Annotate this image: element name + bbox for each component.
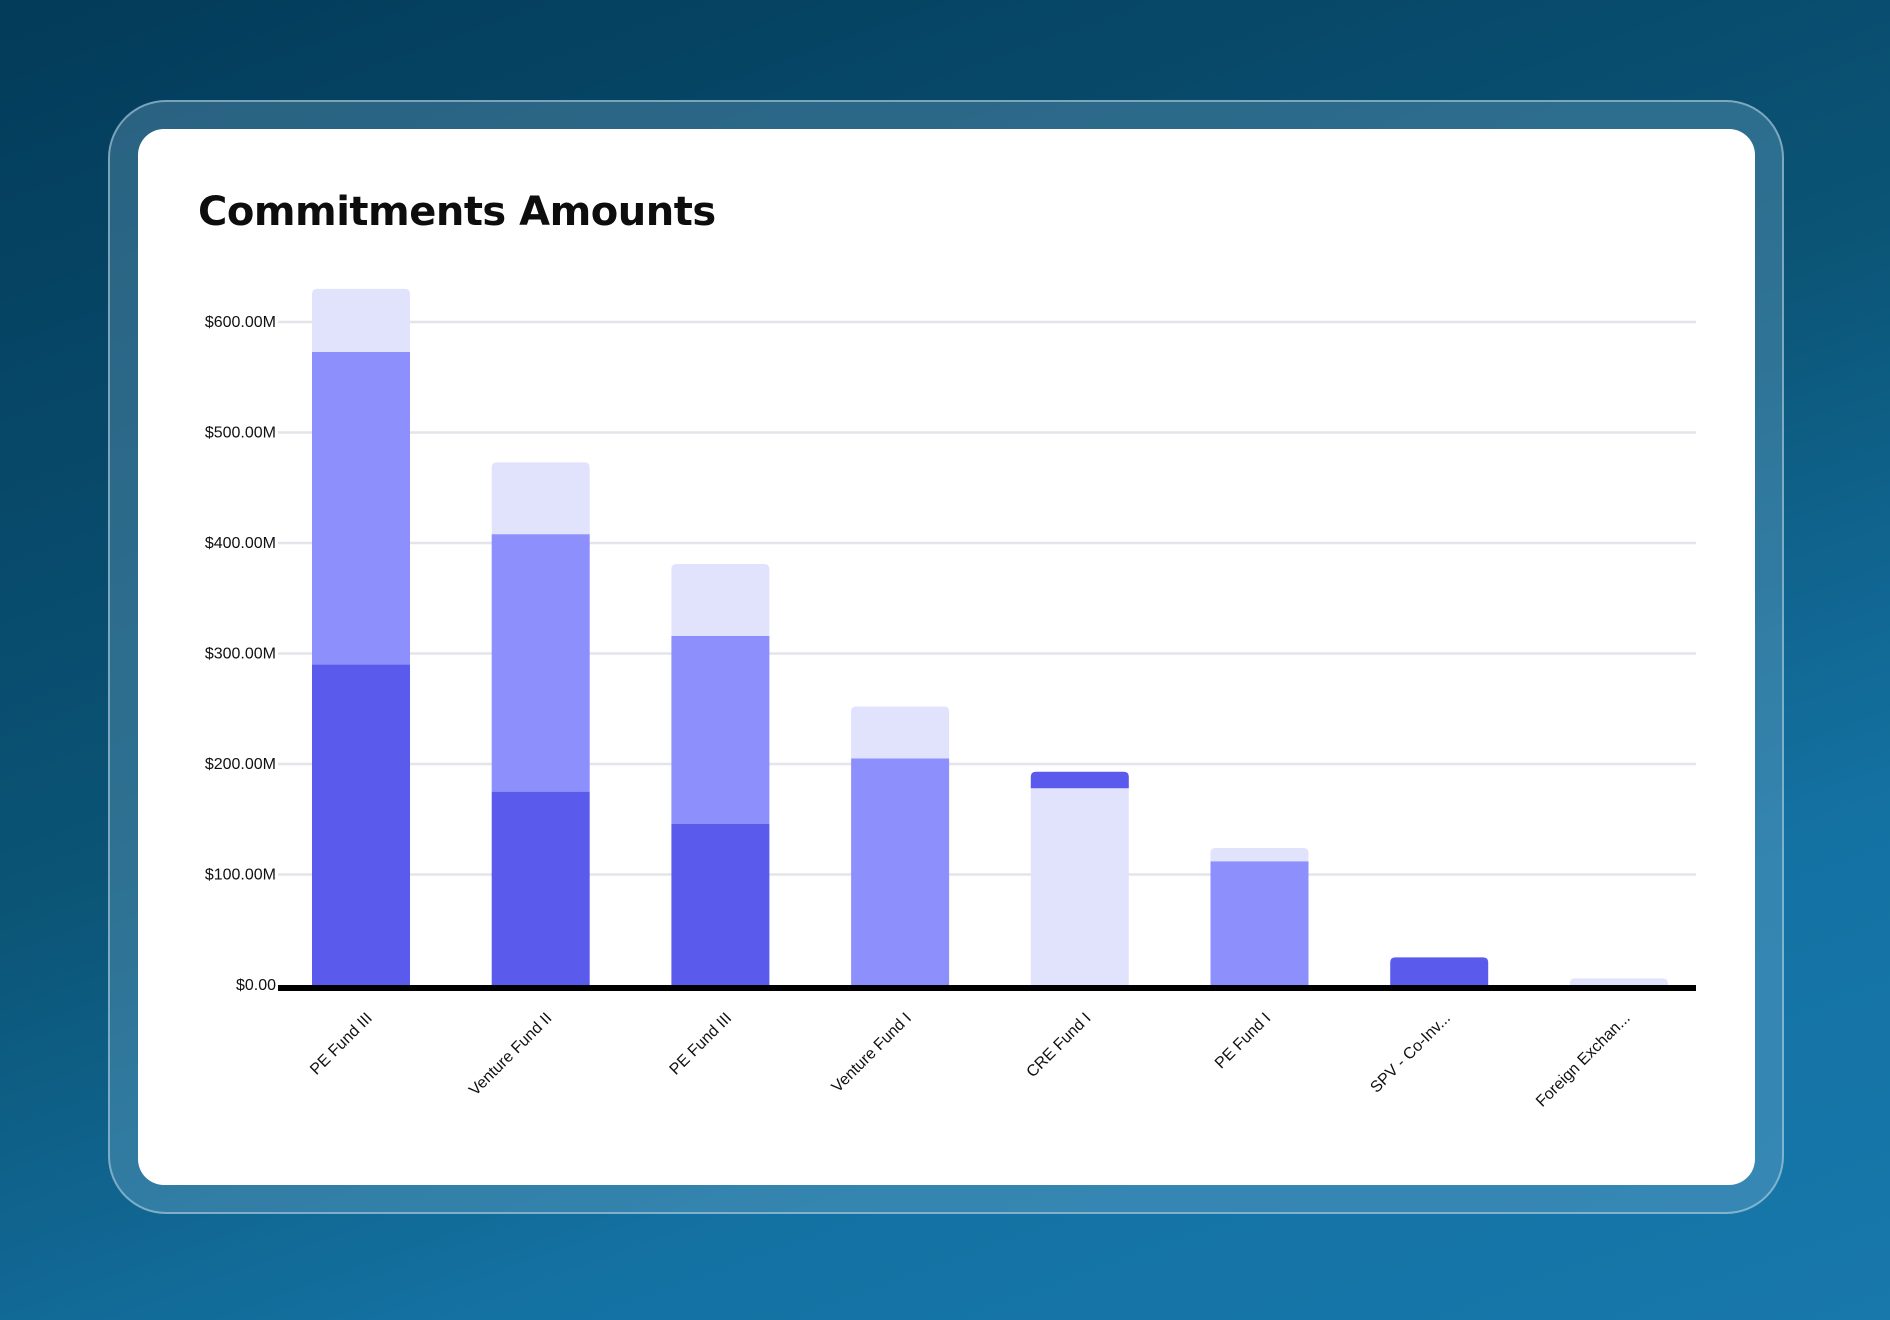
bar-segment bbox=[1210, 847, 1309, 862]
bar-segment bbox=[491, 534, 590, 792]
x-category-label: PE Fund III bbox=[667, 1010, 736, 1079]
bar-stack bbox=[1569, 978, 1668, 985]
bar-segment bbox=[1030, 771, 1129, 789]
x-category-label: Foreign Exchan... bbox=[1533, 1010, 1634, 1111]
bar-segment bbox=[312, 351, 410, 665]
x-category-label: CRE Fund I bbox=[1023, 1010, 1094, 1081]
y-tick-label: $100.00M bbox=[205, 867, 276, 884]
y-tick-label: $400.00M bbox=[205, 535, 276, 552]
grid-lines bbox=[278, 320, 1696, 876]
bar-segment bbox=[312, 288, 410, 352]
bars bbox=[312, 288, 1668, 985]
bar-stack bbox=[1210, 847, 1309, 985]
bar-stack bbox=[671, 563, 770, 985]
bar-stack bbox=[312, 288, 410, 985]
bar-segment bbox=[671, 563, 770, 636]
bar-segment bbox=[491, 462, 590, 535]
bar-segment bbox=[1569, 978, 1668, 985]
y-tick-label: $0.00 bbox=[236, 977, 276, 994]
x-category-label: SPV - Co-Inv... bbox=[1367, 1010, 1454, 1097]
bar-stack bbox=[1030, 771, 1129, 985]
bar-segment bbox=[491, 791, 590, 985]
bar-segment bbox=[851, 758, 950, 985]
bar-segment bbox=[671, 635, 770, 824]
y-axis-ticks: $0.00 $100.00M $200.00M $300.00M $400.00M $50… bbox=[205, 314, 276, 994]
y-tick-label: $300.00M bbox=[205, 646, 276, 663]
x-category-label: PE Fund III bbox=[307, 1010, 376, 1079]
y-tick-label: $600.00M bbox=[205, 314, 276, 331]
bar-segment bbox=[1210, 861, 1309, 985]
x-axis-labels: PE Fund III Venture Fund II PE Fund III Ven… bbox=[307, 1010, 1634, 1111]
bar-segment bbox=[671, 823, 770, 985]
y-tick-label: $500.00M bbox=[205, 425, 276, 442]
bar-segment bbox=[312, 664, 410, 985]
commitments-bar-chart: $0.00 $100.00M $200.00M $300.00M $400.00M $50… bbox=[205, 288, 1696, 1111]
x-category-label: Venture Fund II bbox=[466, 1010, 555, 1099]
bar-segment bbox=[851, 706, 950, 759]
y-tick-label: $200.00M bbox=[205, 756, 276, 773]
bar-segment bbox=[1390, 957, 1489, 985]
chart-title: Commitments Amounts bbox=[198, 189, 716, 235]
bar-stack bbox=[851, 706, 950, 985]
bar-segment bbox=[1030, 788, 1129, 985]
bar-stack bbox=[491, 462, 590, 985]
chart-card: Commitments Amounts $0.00 $100.00M $200.00… bbox=[138, 129, 1755, 1185]
x-category-label: Venture Fund I bbox=[829, 1010, 915, 1096]
x-category-label: PE Fund I bbox=[1212, 1010, 1274, 1072]
bar-stack bbox=[1390, 957, 1489, 985]
